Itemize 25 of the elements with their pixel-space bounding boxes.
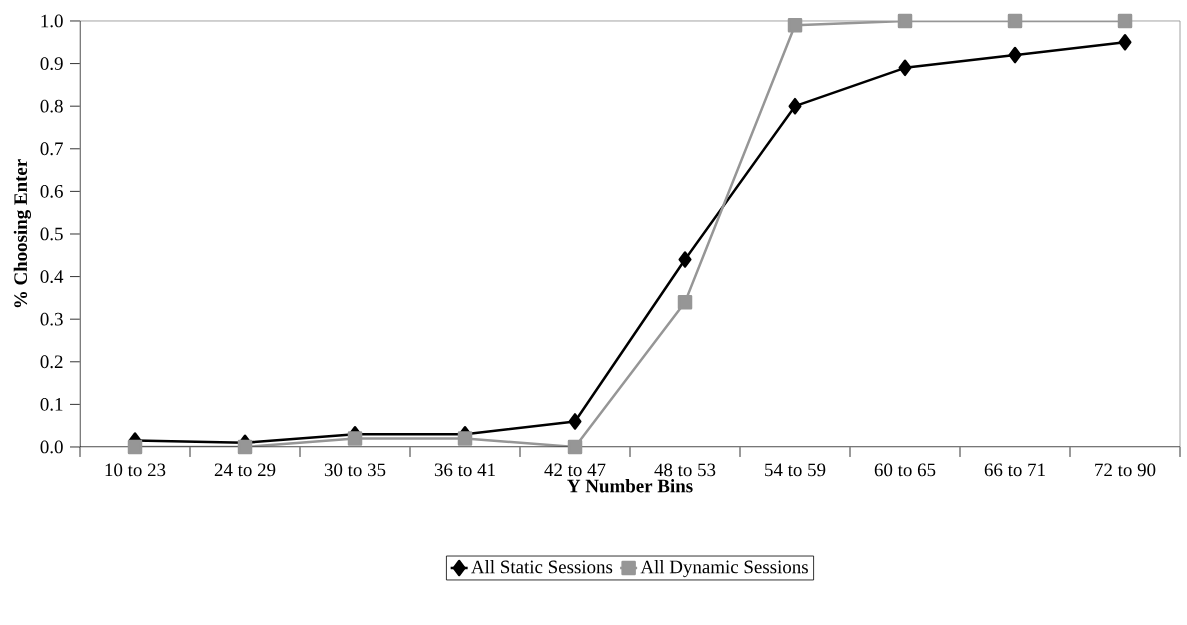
x-tick-label: 72 to 90 bbox=[1095, 463, 1156, 477]
x-tick-label: 10 to 23 bbox=[105, 463, 166, 477]
y-tick-label: 0.6 bbox=[40, 184, 63, 198]
y-tick-label: 0.9 bbox=[40, 57, 63, 71]
y-tick-label: 0.1 bbox=[40, 397, 63, 411]
y-tick-label: 0.2 bbox=[40, 355, 63, 369]
x-tick-label: 60 to 65 bbox=[874, 463, 936, 477]
x-tick-label: 24 to 29 bbox=[214, 463, 276, 477]
y-tick-label: 1.0 bbox=[41, 14, 63, 28]
y-axis-title: % Choosing Enter bbox=[13, 159, 32, 308]
y-tick-label: 0.8 bbox=[40, 99, 63, 113]
x-tick-label: 42 to 47 bbox=[544, 463, 606, 477]
y-tick-label: 0.7 bbox=[40, 142, 63, 156]
x-tick-label: 66 to 71 bbox=[984, 463, 1045, 477]
y-tick-label: 0.0 bbox=[40, 440, 63, 454]
x-axis-title: Y Number Bins bbox=[567, 479, 693, 493]
x-tick-label: 54 to 59 bbox=[765, 463, 826, 477]
y-tick-label: 0.3 bbox=[40, 312, 63, 326]
legend-label: All Dynamic Sessions bbox=[640, 560, 808, 578]
x-tick-label: 36 to 41 bbox=[434, 463, 495, 477]
y-tick-label: 0.5 bbox=[40, 227, 63, 241]
legend-label: All Static Sessions bbox=[471, 560, 613, 574]
x-tick-label: 48 to 53 bbox=[654, 463, 716, 477]
y-tick-label: 0.4 bbox=[40, 270, 64, 284]
x-tick-label: 30 to 35 bbox=[324, 463, 386, 477]
